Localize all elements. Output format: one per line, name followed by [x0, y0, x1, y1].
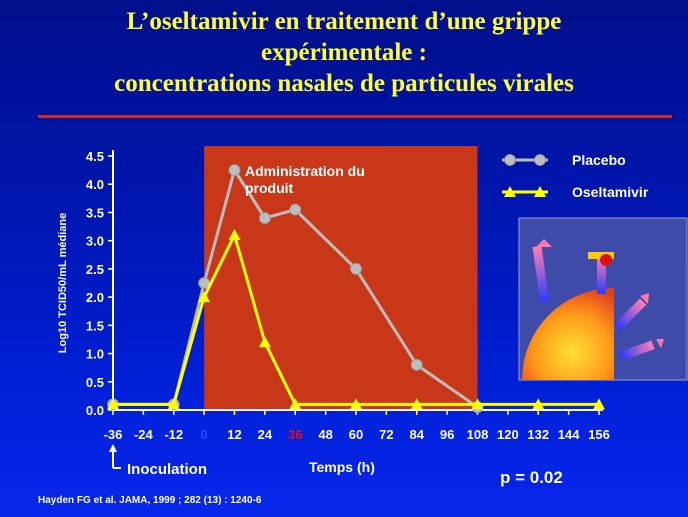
placebo-point: [258, 212, 271, 224]
x-tick-label: 24: [258, 427, 273, 442]
legend-marker-placebo: [534, 154, 546, 166]
legend-label-placebo: Placebo: [572, 152, 626, 168]
title-divider: [38, 115, 672, 118]
y-tick-label: 3.5: [86, 205, 104, 220]
y-axis-title: Log10 TCID50/mL médiane: [57, 213, 69, 353]
y-tick-label: 4.0: [86, 177, 104, 192]
x-tick-label: 0: [201, 427, 208, 442]
x-tick-label: 132: [527, 427, 549, 442]
slide-title: L’oseltamivir en traitement d’une grippe…: [0, 6, 688, 99]
virus-illustration: [518, 217, 688, 381]
oseltamivir-point: [228, 229, 241, 241]
inoculation-label: Inoculation: [127, 461, 207, 478]
legend-marker-oseltamivir: [534, 186, 546, 197]
legend-marker-oseltamivir: [504, 186, 516, 197]
x-tick-label: 36: [288, 427, 302, 442]
oseltamivir-point: [258, 336, 271, 348]
oseltamivir-point: [471, 398, 484, 410]
y-tick-label: 1.5: [86, 318, 104, 333]
title-line-3: concentrations nasales de particules vir…: [114, 70, 574, 97]
y-tick-label: 1.0: [86, 347, 104, 362]
administration-region: [204, 146, 478, 410]
x-tick-label: 84: [410, 427, 425, 442]
x-tick-label: -36: [104, 427, 123, 442]
citation: Hayden FG et al. JAMA, 1999 ; 282 (13) :…: [38, 495, 262, 506]
x-tick-label: 144: [558, 427, 580, 442]
oseltamivir-point: [198, 291, 211, 303]
p-value: p = 0.02: [500, 468, 563, 487]
y-tick-label: 0.0: [86, 403, 104, 418]
x-tick-label: -12: [164, 427, 183, 442]
x-tick-label: -24: [134, 427, 154, 442]
oseltamivir-point: [593, 398, 605, 410]
oseltamivir-point: [410, 398, 423, 410]
x-tick-label: 72: [379, 427, 393, 442]
x-tick-label: 120: [497, 427, 519, 442]
y-tick-label: 4.5: [86, 149, 104, 164]
x-tick-label: 108: [467, 427, 489, 442]
oseltamivir-point: [289, 398, 302, 410]
oseltamivir-point: [532, 398, 545, 410]
x-tick-label: 60: [349, 427, 363, 442]
x-axis-title: Temps (h): [309, 459, 375, 475]
x-tick-label: 48: [318, 427, 332, 442]
x-tick-label: 96: [440, 427, 454, 442]
title-line-2: expérimentale :: [261, 39, 427, 66]
oseltamivir-point: [167, 398, 180, 410]
region-label-line-2: produit: [245, 180, 294, 196]
placebo-point: [228, 164, 241, 177]
x-tick-label: 12: [227, 427, 241, 442]
placebo-point: [410, 358, 423, 371]
legend-label-oseltamivir: Oseltamivir: [572, 184, 649, 200]
placebo-point: [289, 203, 302, 216]
x-tick-label: 156: [588, 427, 610, 442]
y-tick-label: 2.5: [86, 262, 104, 277]
title-line-1: L’oseltamivir en traitement d’une grippe: [126, 8, 562, 35]
legend-marker-placebo: [504, 154, 516, 166]
placebo-point: [350, 262, 362, 275]
y-tick-label: 2.0: [86, 290, 104, 305]
y-tick-label: 3.0: [86, 234, 104, 249]
y-tick-label: 0.5: [86, 375, 104, 390]
inoculation-arrow-head: [109, 444, 117, 452]
oseltamivir-point: [350, 398, 362, 410]
region-label-line-1: Administration du: [245, 163, 365, 179]
oseltamivir-point: [107, 398, 119, 410]
